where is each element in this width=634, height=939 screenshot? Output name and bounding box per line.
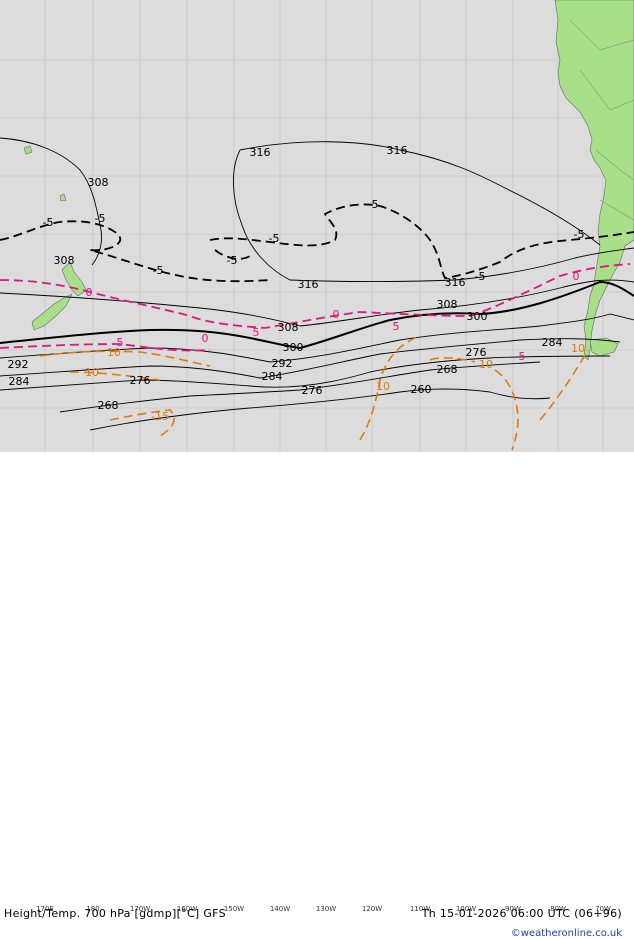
- height-label: 284: [9, 375, 30, 388]
- temp-label: 5: [519, 350, 526, 363]
- pacific-island-2: [59, 193, 67, 202]
- height-300-bold: [0, 280, 634, 350]
- height-label: 268: [437, 363, 458, 376]
- temp-label: -5: [43, 216, 54, 229]
- height-contour-labels: 316 316 308 308 316 316 308 308 300 300 …: [8, 144, 563, 412]
- temp-label: 5: [117, 336, 124, 349]
- temp-label: 0: [86, 286, 93, 299]
- pacific-island-1: [23, 145, 33, 155]
- temp-label: 5: [253, 326, 260, 339]
- height-label: 308: [278, 321, 299, 334]
- height-label: 300: [467, 310, 488, 323]
- temp-minus5-contours: [0, 203, 634, 283]
- weather-map: 316 316 308 308 316 316 308 308 300 300 …: [0, 0, 634, 452]
- height-label: 284: [542, 336, 563, 349]
- height-label: 292: [272, 357, 293, 370]
- height-contours: [0, 137, 634, 431]
- height-label: 284: [262, 370, 283, 383]
- temp-label: -5: [95, 212, 106, 225]
- height-label: 276: [466, 346, 487, 359]
- south-america-land: [554, 0, 634, 361]
- temp-positive-contours: [39, 335, 589, 451]
- height-label: 316: [445, 276, 466, 289]
- new-zealand-north-island: [61, 261, 87, 297]
- ocean-background: [0, 0, 634, 452]
- height-label: 308: [54, 254, 75, 267]
- longitude-label: 150W: [223, 905, 245, 913]
- temp-label: 10: [479, 358, 493, 371]
- map-footer: 170E 180 170W 160W 150W 140W 130W 120W 1…: [0, 452, 634, 939]
- temp-label: -5: [368, 198, 379, 211]
- temp-label: 0: [202, 332, 209, 345]
- temp-label: 10: [376, 380, 390, 393]
- height-label: 316: [298, 278, 319, 291]
- height-label: 316: [250, 146, 271, 159]
- height-label: 316: [387, 144, 408, 157]
- longitude-label: 120W: [361, 905, 383, 913]
- temp-label: 0: [333, 308, 340, 321]
- graticule: [0, 0, 634, 452]
- height-label: 292: [8, 358, 29, 371]
- temp-zero-contours: [0, 263, 631, 352]
- temp-label: 0: [573, 270, 580, 283]
- height-label: 268: [98, 399, 119, 412]
- landmasses: [23, 0, 634, 361]
- height-label: 308: [88, 176, 109, 189]
- credit-link[interactable]: ©weatheronline.co.uk: [510, 928, 622, 939]
- temp-label: 5: [393, 320, 400, 333]
- temp-label: -5: [153, 264, 164, 277]
- temp-label: -15: [151, 410, 169, 423]
- longitude-label: 140W: [269, 905, 291, 913]
- temp-label: -5: [269, 232, 280, 245]
- new-zealand-south-island: [31, 293, 73, 331]
- map-title: Height/Temp. 700 hPa [gdmp][°C] GFS: [4, 907, 226, 920]
- temp-label: 10: [107, 346, 121, 359]
- temp-label: 10: [85, 366, 99, 379]
- temperature-contour-labels: -5 -5 -5 -5 -5 -5 -5 -5 0 0 0 0 5 5 5 5 …: [43, 198, 585, 423]
- height-label: 276: [130, 374, 151, 387]
- height-label: 276: [302, 384, 323, 397]
- height-label: 308: [437, 298, 458, 311]
- temp-label: 10: [571, 342, 585, 355]
- temp-label: -5: [574, 228, 585, 241]
- longitude-label: 130W: [315, 905, 337, 913]
- tierra-del-fuego-land: [589, 337, 619, 357]
- country-borders: [569, 19, 634, 221]
- height-label: 260: [411, 383, 432, 396]
- height-label: 300: [283, 341, 304, 354]
- valid-time: Th 15-01-2026 06:00 UTC (06+96): [421, 907, 622, 920]
- temp-label: -5: [227, 254, 238, 267]
- temp-label: -5: [475, 270, 486, 283]
